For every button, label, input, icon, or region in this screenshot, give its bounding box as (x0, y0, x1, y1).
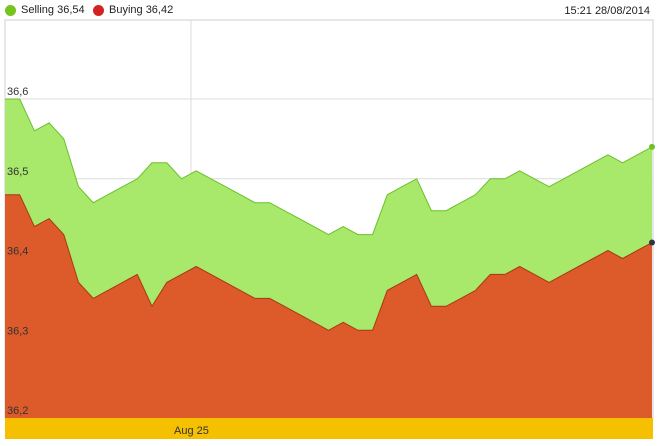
x-tick-label: Aug 25 (174, 425, 209, 437)
selling-label: Selling 36,54 (21, 4, 85, 16)
buying-area (5, 194, 652, 418)
timestamp: 15:21 28/08/2014 (564, 5, 650, 17)
x-axis-band (5, 418, 653, 439)
x-axis-labels: Aug 25 (174, 425, 209, 437)
y-tick-label: 36,6 (7, 86, 28, 98)
y-tick-label: 36,4 (7, 246, 28, 258)
buying-label: Buying 36,42 (109, 4, 174, 16)
buying-line (5, 194, 653, 331)
selling-end-marker (649, 143, 655, 150)
buying-end-marker (649, 239, 655, 246)
buying-dot-icon (93, 4, 104, 16)
legend-bar: Selling 36,54 Buying 36,42 15:21 28/08/2… (0, 0, 657, 20)
y-tick-label: 36,5 (7, 166, 28, 178)
y-tick-label: 36,3 (7, 325, 28, 337)
legend-buying[interactable]: Buying 36,42 (93, 4, 173, 16)
y-axis-labels: 36,2 36,3 36,4 36,5 36,6 (7, 86, 28, 417)
selling-dot-icon (5, 4, 16, 16)
selling-line (5, 98, 653, 236)
legend-selling[interactable]: Selling 36,54 (5, 4, 85, 16)
y-tick-label: 36,2 (7, 405, 28, 417)
